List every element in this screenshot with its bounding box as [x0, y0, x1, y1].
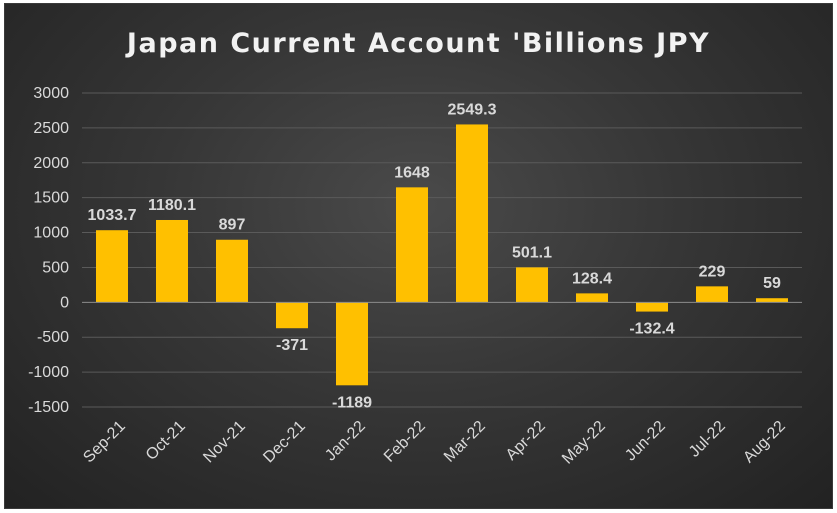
data-label: 1648: [394, 164, 430, 181]
bar-may-22: [576, 293, 608, 303]
y-tick-label: 0: [60, 294, 69, 311]
x-tick-label: Jul-22: [686, 418, 729, 461]
bar-mar-22: [456, 124, 488, 303]
data-label: 229: [699, 263, 726, 280]
data-label: 128.4: [572, 270, 612, 287]
x-tick-label: Feb-22: [381, 418, 429, 466]
bar-jul-22: [696, 286, 728, 303]
y-tick-label: -500: [37, 329, 69, 346]
data-label: -371: [276, 337, 308, 354]
data-label: 897: [219, 217, 246, 234]
x-tick-label: Sep-21: [80, 418, 129, 467]
x-tick-label: Mar-22: [441, 418, 489, 466]
x-tick-label: Nov-21: [200, 418, 249, 467]
bars: [96, 124, 788, 386]
bar-nov-21: [216, 239, 248, 303]
bar-feb-22: [396, 187, 428, 303]
y-tick-label: 1000: [33, 225, 69, 242]
y-tick-label: -1500: [28, 399, 69, 416]
data-label: 501.1: [512, 244, 552, 261]
x-axis-labels: Sep-21 Oct-21 Nov-21 Dec-21 Jan-22 Feb-22 Mar-…: [80, 418, 789, 468]
x-tick-label: Dec-21: [260, 418, 309, 467]
chart-title: Japan Current Account 'Billions JPY: [126, 28, 711, 59]
data-label: 59: [763, 275, 781, 292]
bar-apr-22: [516, 267, 548, 303]
grid-lines: [82, 92, 802, 408]
x-tick-label: Apr-22: [503, 418, 549, 464]
x-tick-label: Jun-22: [622, 418, 669, 465]
y-tick-label: -1000: [28, 364, 69, 381]
chart-plot: 3000 2500 2000 1500 1000 500 0 -500 -1000 -1500 1…: [28, 85, 802, 468]
y-tick-label: 500: [42, 259, 69, 276]
x-tick-label: Jan-22: [322, 418, 369, 465]
data-label: 1033.7: [88, 207, 137, 224]
y-tick-label: 2000: [33, 155, 69, 172]
bar-dec-21: [276, 302, 308, 329]
bar-oct-21: [156, 219, 188, 303]
chart-area: Japan Current Account 'Billions JPY 3000…: [4, 3, 833, 509]
data-label: 2549.3: [448, 101, 497, 118]
bar-jan-22: [336, 302, 368, 386]
data-label: 1180.1: [148, 197, 196, 214]
y-tick-label: 1500: [33, 190, 69, 207]
x-tick-label: Oct-21: [143, 418, 189, 464]
data-label: -132.4: [629, 321, 674, 338]
x-tick-label: May-22: [559, 418, 609, 468]
y-axis-ticks: 3000 2500 2000 1500 1000 500 0 -500 -1000 -1500: [28, 85, 69, 416]
x-tick-label: Aug-22: [740, 418, 789, 467]
bar-aug-22: [756, 298, 788, 303]
bar-jun-22: [636, 302, 668, 312]
y-tick-label: 2500: [33, 120, 69, 137]
data-label: -1189: [332, 394, 372, 411]
y-tick-label: 3000: [33, 85, 69, 102]
bar-sep-21: [96, 230, 128, 303]
data-labels: 1033.7 1180.1 897 -371 -1189 1648 2549.3 501.1 1…: [88, 101, 781, 411]
